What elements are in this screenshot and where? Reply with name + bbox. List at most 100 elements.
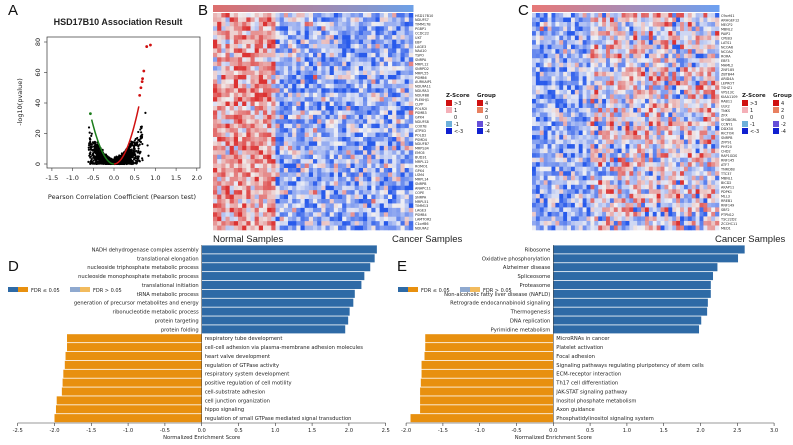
- heatmap-cell: [338, 137, 343, 142]
- heatmap-cell: [408, 101, 414, 107]
- heatmap-cell: [313, 13, 318, 18]
- heatmap-cell: [379, 48, 385, 54]
- heatmap-cell: [400, 101, 405, 107]
- heatmap-cell: [325, 212, 330, 218]
- heatmap-cell: [539, 193, 544, 199]
- group-bar-cell: [564, 5, 570, 12]
- heatmap-cell: [346, 21, 351, 27]
- heatmap-cell: [379, 79, 385, 85]
- heatmap-cell: [321, 128, 326, 133]
- heatmap-cell: [233, 110, 239, 116]
- heatmap-cell: [358, 181, 364, 187]
- heatmap-cell: [283, 101, 289, 107]
- heatmap-cell: [275, 17, 280, 23]
- heatmap-cell: [213, 92, 218, 98]
- heatmap-cell: [354, 194, 360, 200]
- heatmap-cell: [396, 110, 401, 116]
- heatmap-cell: [296, 216, 301, 222]
- heatmap-cell: [325, 61, 330, 67]
- heatmap-cell: [308, 212, 314, 218]
- heatmap-cell: [606, 166, 611, 172]
- heatmap-cell: [275, 203, 280, 209]
- heatmap-cell: [567, 225, 572, 231]
- heatmap-cell: [304, 52, 310, 58]
- heatmap-cell: [329, 88, 335, 94]
- heatmap-cell: [408, 48, 414, 54]
- heatmap-cell: [570, 202, 576, 208]
- heatmap-cell: [250, 70, 255, 76]
- heatmap-cell: [354, 21, 360, 27]
- heatmap-cell: [271, 13, 276, 18]
- heatmap-cell: [388, 132, 393, 138]
- heatmap-cell: [543, 89, 548, 95]
- heatmap-cell: [539, 207, 544, 213]
- heatmap-cell: [279, 48, 285, 54]
- heatmap-cell: [346, 61, 351, 67]
- heatmap-cell: [267, 225, 272, 231]
- heatmap-cell: [578, 211, 583, 217]
- heatmap-cell: [354, 150, 360, 156]
- heatmap-cell: [567, 67, 572, 73]
- heatmap-cell: [275, 181, 280, 187]
- heatmap-cell: [300, 92, 305, 98]
- heatmap-cell: [271, 181, 276, 187]
- heatmap-cell: [225, 13, 230, 18]
- heatmap-cell: [250, 61, 255, 67]
- heatmap-cell: [296, 57, 301, 63]
- heatmap-cell: [367, 128, 372, 133]
- heatmap-cell: [404, 190, 410, 195]
- heatmap-cell: [539, 198, 544, 204]
- scatter-point: [129, 162, 133, 165]
- heatmap-cell: [367, 159, 372, 164]
- heatmap-cell: [258, 92, 264, 98]
- heatmap-cell: [229, 61, 235, 67]
- heatmap-cell: [333, 44, 339, 49]
- heatmap-cell: [308, 137, 314, 142]
- heatmap-cell: [594, 103, 599, 109]
- heatmap-cell: [598, 225, 603, 231]
- heatmap-cell: [586, 94, 591, 100]
- heatmap-cell: [388, 123, 393, 129]
- heatmap-cell: [300, 150, 305, 156]
- heatmap-cell: [300, 114, 305, 120]
- heatmap-cell: [283, 128, 289, 133]
- heatmap-cell: [388, 13, 393, 18]
- heatmap-cell: [275, 44, 280, 49]
- heatmap-cell: [271, 30, 276, 36]
- heatmap-cell: [586, 157, 591, 163]
- heatmap-cell: [404, 150, 410, 156]
- heatmap-cell: [308, 92, 314, 98]
- heatmap-cell: [375, 154, 380, 160]
- heatmap-cell: [535, 112, 541, 118]
- heatmap-cell: [238, 145, 243, 151]
- heatmap-cell: [342, 17, 347, 23]
- heatmap-cell: [400, 141, 405, 147]
- heatmap-cell: [292, 110, 297, 116]
- heatmap-cell: [375, 52, 380, 58]
- heatmap-cell: [578, 198, 583, 204]
- heatmap-cell: [598, 80, 603, 86]
- heatmap-cell: [570, 162, 576, 168]
- heatmap-cell: [225, 106, 230, 111]
- heatmap-cell: [582, 116, 587, 122]
- heatmap-cell: [543, 184, 548, 190]
- heatmap-cell: [338, 88, 343, 94]
- heatmap-cell: [250, 30, 255, 36]
- heatmap-cell: [221, 79, 226, 85]
- gene-label: ANAPC11: [415, 186, 431, 190]
- heatmap-cell: [570, 175, 576, 181]
- heatmap-cell: [342, 35, 347, 40]
- heatmap-cell: [547, 103, 552, 109]
- heatmap-cell: [404, 101, 410, 107]
- heatmap-cell: [578, 157, 583, 163]
- heatmap-cell: [367, 21, 372, 27]
- heatmap-cell: [263, 168, 268, 173]
- scatter-point: [120, 152, 123, 155]
- heatmap-cell: [217, 137, 222, 142]
- heatmap-cell: [292, 132, 297, 138]
- heatmap-cell: [233, 83, 239, 89]
- heatmap-cell: [371, 176, 376, 182]
- heatmap-cell: [313, 203, 318, 209]
- heatmap-cell: [582, 26, 587, 32]
